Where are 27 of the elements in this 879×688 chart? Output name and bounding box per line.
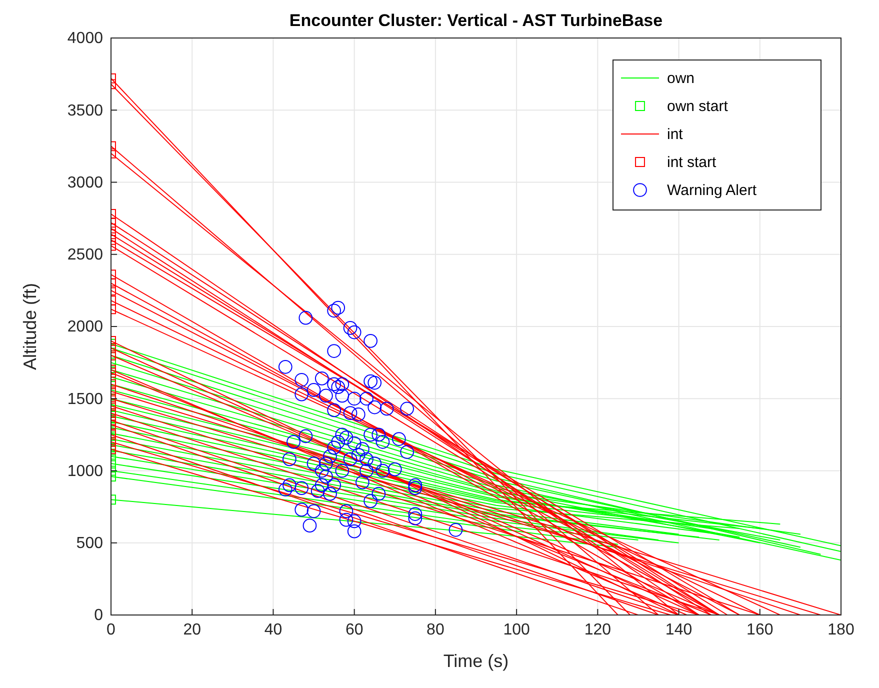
y-tick-label: 2500 <box>67 246 104 264</box>
y-tick-label: 1500 <box>67 390 104 408</box>
y-tick-label: 0 <box>94 607 104 624</box>
y-tick-label: 1000 <box>67 462 104 480</box>
legend-label: own start <box>667 98 729 115</box>
y-tick-label: 3000 <box>67 174 104 192</box>
legend-label: int start <box>667 154 718 171</box>
x-tick-label: 40 <box>264 621 282 638</box>
x-tick-label: 0 <box>106 621 116 638</box>
x-tick-label: 80 <box>426 621 444 638</box>
y-axis-title: Altitude (ft) <box>20 282 40 370</box>
chart-title: Encounter Cluster: Vertical - AST TurbineBase <box>289 11 663 30</box>
legend-label: int <box>667 126 684 143</box>
y-tick-label: 500 <box>76 534 104 552</box>
y-tick-label: 3500 <box>67 102 104 120</box>
y-tick-label: 4000 <box>67 30 104 48</box>
x-tick-label: 120 <box>584 621 612 638</box>
x-tick-label: 100 <box>503 621 530 638</box>
x-tick-label: 180 <box>828 621 854 638</box>
legend-label: Warning Alert <box>667 182 758 199</box>
legend-label: own <box>667 70 695 87</box>
x-tick-label: 20 <box>183 621 202 638</box>
y-tick-label: 2000 <box>67 318 104 336</box>
x-tick-label: 140 <box>665 621 692 638</box>
x-axis-title: Time (s) <box>443 651 509 671</box>
x-tick-label: 60 <box>345 621 364 638</box>
x-tick-label: 160 <box>746 621 774 638</box>
